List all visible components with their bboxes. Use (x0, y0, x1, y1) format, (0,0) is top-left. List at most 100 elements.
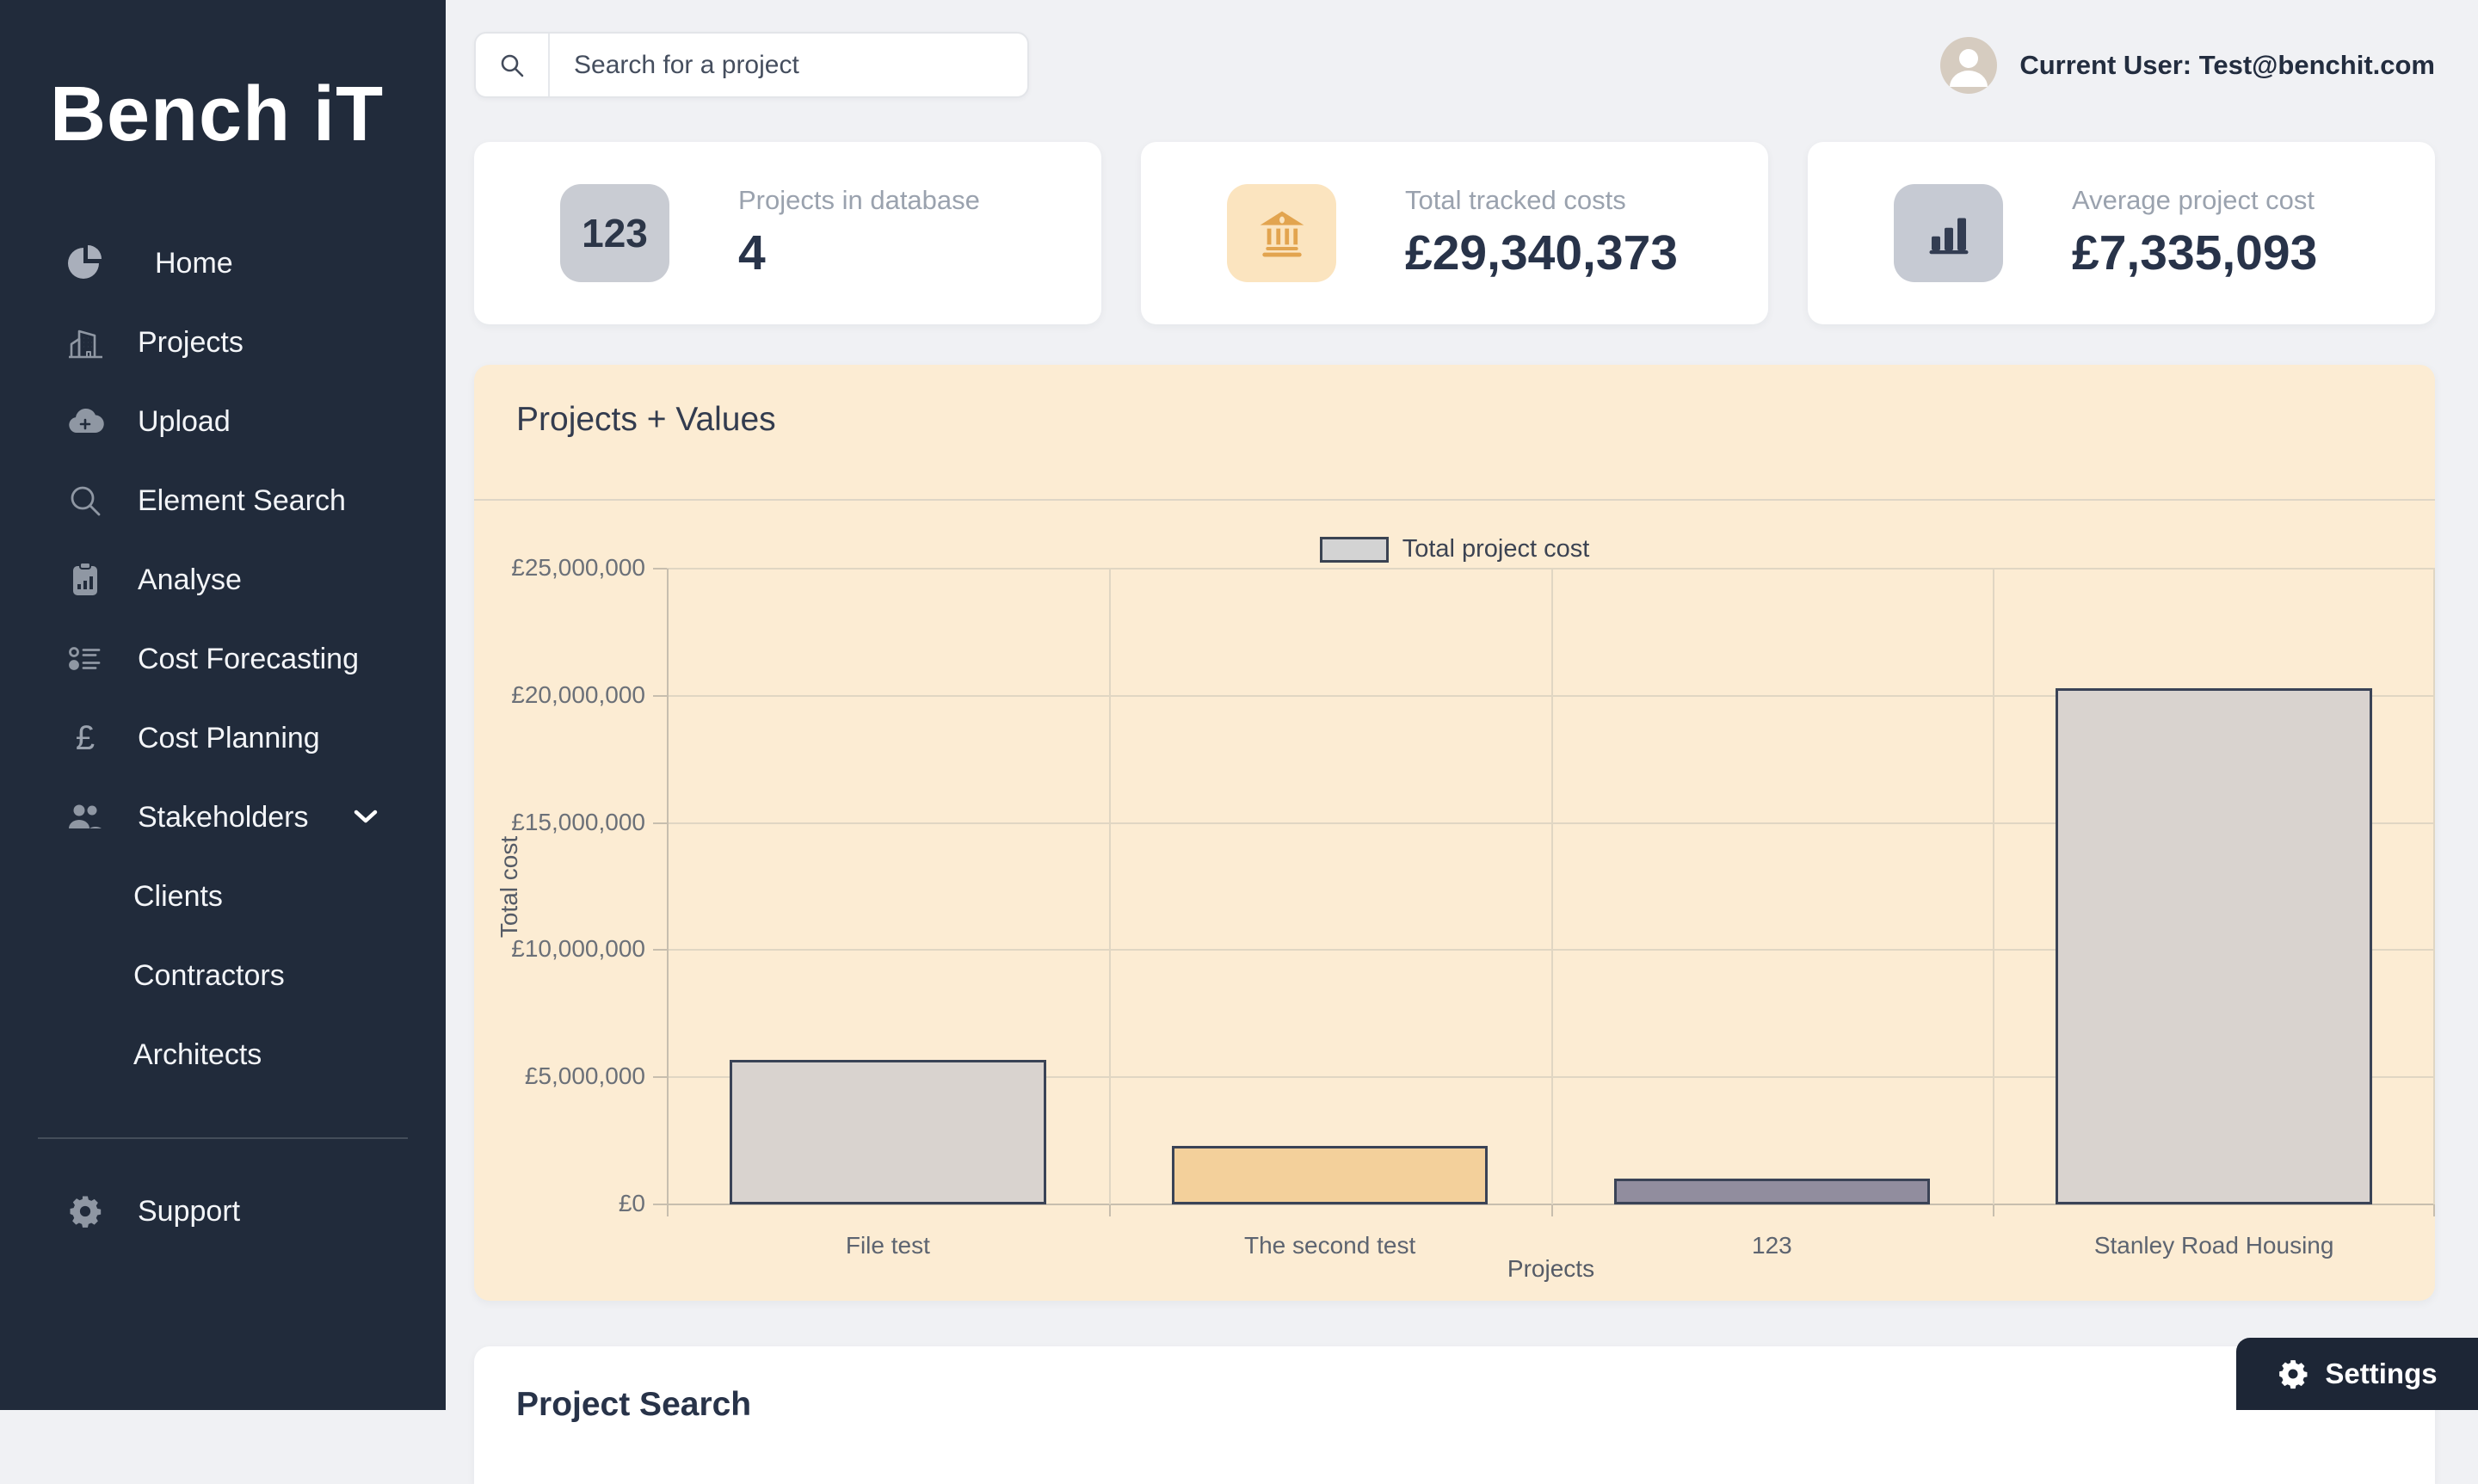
sidebar-item-label: Upload (138, 404, 231, 438)
gridline (1550, 569, 1553, 1204)
y-tick (653, 694, 667, 697)
building-icon (65, 323, 105, 362)
y-tick-label: £15,000,000 (511, 808, 645, 835)
x-tick (1550, 1204, 1553, 1216)
y-tick (653, 1204, 667, 1205)
y-axis-line (667, 569, 669, 1204)
bar-stanley-road-housing (2056, 687, 2372, 1204)
chart-header-divider (474, 499, 2435, 501)
sidebar-divider (38, 1137, 408, 1139)
sidebar-item-label: Support (138, 1194, 241, 1228)
stat-label: Projects in database (738, 185, 980, 215)
y-axis-title: Total cost (496, 835, 522, 939)
x-tick (2433, 1204, 2435, 1216)
pie-chart-icon (65, 243, 105, 283)
bar-123 (1613, 1179, 1931, 1204)
project-search-bar (474, 32, 1029, 98)
sidebar-item-label: Cost Planning (138, 721, 320, 754)
y-tick (653, 568, 667, 570)
sidebar-item-home[interactable]: Home (0, 224, 446, 303)
y-tick-label: £10,000,000 (511, 935, 645, 963)
project-search-card: Project Search (474, 1346, 2435, 1484)
bar-the-second-test (1171, 1146, 1489, 1204)
gridline (2433, 569, 2435, 1204)
stat-label: Total tracked costs (1405, 185, 1626, 215)
settings-button[interactable]: Settings (2236, 1338, 2478, 1410)
stat-value: £7,335,093 (2072, 225, 2318, 280)
sidebar: Bench iT Home Projects Upload Element Se… (0, 0, 446, 1410)
user-avatar-icon (1940, 36, 1998, 94)
sidebar-item-label: Projects (138, 325, 243, 359)
gear-icon (2277, 1358, 2309, 1390)
chart-title: Projects + Values (516, 401, 776, 438)
current-user-label: Current User: Test@benchit.com (2019, 49, 2435, 80)
gridline (1993, 569, 1995, 1204)
bar-file-test (730, 1059, 1046, 1204)
projects-values-chart-card: Projects + Values Total project cost Tot… (474, 365, 2435, 1301)
123-badge-icon: 123 (560, 184, 669, 282)
gridline (1108, 569, 1111, 1204)
sidebar-item-cost-forecasting[interactable]: Cost Forecasting (0, 619, 446, 699)
x-category-label: 123 (1752, 1232, 1792, 1259)
sidebar-nav: Home Projects Upload Element Search Anal (0, 224, 446, 1251)
x-category-label: Stanley Road Housing (2093, 1232, 2334, 1259)
project-search-title: Project Search (516, 1386, 752, 1423)
sidebar-item-projects[interactable]: Projects (0, 303, 446, 382)
sidebar-item-architects[interactable]: Architects (0, 1015, 446, 1094)
stat-card-average-project-cost: Average project cost £7,335,093 (1808, 142, 2435, 324)
sidebar-subitem-label: Architects (133, 1038, 262, 1071)
x-tick (1993, 1204, 1995, 1216)
bar-chart-icon (1894, 184, 2003, 282)
chart-legend: Total project cost (474, 535, 2435, 563)
x-tick (667, 1204, 669, 1216)
sidebar-item-upload[interactable]: Upload (0, 382, 446, 461)
stat-value: 4 (738, 225, 766, 280)
sidebar-item-label: Analyse (138, 563, 242, 596)
sidebar-subitem-label: Contractors (133, 958, 285, 992)
legend-swatch (1319, 536, 1389, 563)
sidebar-item-label: Home (155, 246, 233, 280)
stat-label: Average project cost (2072, 185, 2315, 215)
sidebar-subitem-label: Clients (133, 879, 223, 913)
sidebar-item-analyse[interactable]: Analyse (0, 540, 446, 619)
stat-card-total-tracked-costs: Total tracked costs £29,340,373 (1141, 142, 1768, 324)
gear-icon (65, 1192, 105, 1231)
cloud-upload-icon (65, 402, 105, 441)
clipboard-chart-icon (65, 560, 105, 600)
stat-card-projects-in-database: 123 Projects in database 4 (474, 142, 1101, 324)
sidebar-item-label: Element Search (138, 483, 346, 517)
checklist-icon (65, 639, 105, 679)
x-tick (1108, 1204, 1111, 1216)
x-axis-title: Projects (1507, 1255, 1595, 1282)
search-icon (476, 34, 550, 96)
pound-icon: £ (75, 719, 96, 757)
search-icon (65, 481, 105, 520)
people-icon (65, 797, 105, 837)
y-tick (653, 822, 667, 824)
sidebar-item-support[interactable]: Support (0, 1172, 446, 1251)
x-category-label: The second test (1244, 1232, 1416, 1259)
main-content: Current User: Test@benchit.com 123 Proje… (446, 0, 2478, 1484)
y-tick-label: £5,000,000 (524, 1062, 645, 1090)
sidebar-item-clients[interactable]: Clients (0, 857, 446, 936)
sidebar-item-stakeholders[interactable]: Stakeholders (0, 778, 446, 857)
search-input[interactable] (550, 50, 1027, 80)
sidebar-item-label: Cost Forecasting (138, 642, 359, 675)
app-logo: Bench iT (50, 71, 385, 157)
y-tick (653, 949, 667, 951)
current-user: Current User: Test@benchit.com (1940, 32, 2435, 98)
y-tick (653, 1076, 667, 1079)
bank-icon (1227, 184, 1336, 282)
y-tick-label: £25,000,000 (511, 554, 645, 581)
sidebar-item-label: Stakeholders (138, 800, 309, 834)
sidebar-item-cost-planning[interactable]: £ Cost Planning (0, 699, 446, 778)
sidebar-item-contractors[interactable]: Contractors (0, 936, 446, 1015)
stat-value: £29,340,373 (1405, 225, 1678, 280)
y-tick-label: £0 (618, 1190, 645, 1216)
x-category-label: File test (845, 1232, 930, 1259)
legend-label: Total project cost (1402, 535, 1590, 563)
chevron-down-icon (353, 808, 379, 827)
sidebar-item-element-search[interactable]: Element Search (0, 461, 446, 540)
y-tick-label: £20,000,000 (511, 680, 645, 708)
plot-area: £0 £5,000,000 £10,000,000 £15,000,000 £20,00… (511, 554, 2435, 1259)
